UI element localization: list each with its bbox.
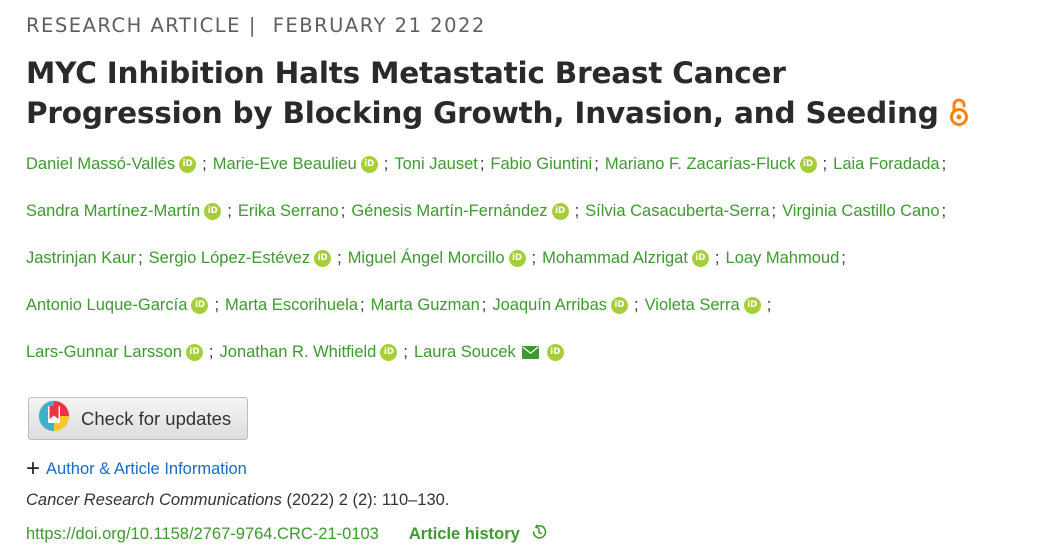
author-separator: ; (634, 296, 639, 314)
article-type: RESEARCH ARTICLE (26, 14, 241, 37)
citation: Cancer Research Communications (2022) 2 … (26, 491, 449, 510)
author-separator: ; (227, 202, 232, 220)
kicker-separator: | (248, 14, 257, 37)
author-name[interactable]: Sandra Martínez-Martín (26, 202, 201, 220)
author-separator: ; (594, 155, 599, 173)
author-line: Jastrinjan Kaur; Sergio López-Estévez iD; M… (26, 249, 1046, 296)
article-kicker: RESEARCH ARTICLE | FEBRUARY 21 2022 (26, 14, 486, 37)
author-line: Lars-Gunnar Larsson iD; Jonathan R. Whitfi… (26, 343, 1046, 390)
orcid-icon[interactable]: iD (360, 156, 378, 173)
author-name[interactable]: Jastrinjan Kaur (26, 249, 137, 267)
orcid-icon[interactable]: iD (546, 344, 564, 361)
author-separator: ; (138, 249, 143, 267)
author-name[interactable]: Mohammad Alzrigat (542, 249, 688, 267)
author-name[interactable]: Daniel Massó-Vallés (26, 155, 176, 173)
author-separator: ; (208, 343, 214, 361)
journal-name: Cancer Research Communications (26, 491, 282, 509)
author-name[interactable]: Mariano F. Zacarías-Fluck (604, 155, 796, 173)
author-name[interactable]: Sergio López-Estévez (148, 249, 311, 267)
orcid-icon[interactable]: iD (191, 297, 209, 314)
author-separator: ; (383, 155, 389, 173)
author-separator: ; (214, 296, 220, 314)
author-name[interactable]: Fabio Giuntini (490, 155, 593, 173)
author-separator: ; (941, 202, 947, 220)
author-separator: ; (771, 202, 777, 220)
orcid-icon[interactable]: iD (551, 203, 569, 220)
author-line: Antonio Luque-García iD; Marta Escorihuela… (26, 296, 1046, 343)
author-separator: ; (766, 296, 772, 314)
author-name[interactable]: Lars-Gunnar Larsson (26, 343, 182, 361)
orcid-icon[interactable]: iD (799, 156, 817, 173)
author-article-info-toggle[interactable]: + Author & Article Information (26, 455, 247, 482)
author-separator: ; (531, 249, 537, 267)
author-separator: ; (479, 155, 485, 173)
author-name[interactable]: Toni Jauset (394, 155, 478, 173)
author-separator: ; (340, 202, 346, 220)
author-article-info-link[interactable]: Author & Article Information (46, 459, 247, 478)
author-separator: ; (202, 155, 207, 173)
author-separator: ; (714, 249, 720, 267)
orcid-icon[interactable]: iD (185, 344, 203, 361)
author-name[interactable]: Jonathan R. Whitfield (219, 343, 377, 361)
orcid-icon[interactable]: iD (314, 250, 332, 267)
orcid-icon[interactable]: iD (743, 297, 761, 314)
orcid-icon[interactable]: iD (691, 250, 709, 267)
author-name[interactable]: Joaquín Arribas (492, 296, 607, 314)
author-separator: ; (337, 249, 342, 267)
orcid-icon[interactable]: iD (611, 297, 628, 314)
author-name[interactable]: Laura Soucek (413, 343, 516, 361)
author-separator: ; (403, 343, 408, 361)
author-name[interactable]: Erika Serrano (237, 202, 339, 220)
article-history-link[interactable]: Article history (408, 525, 520, 543)
author-name[interactable]: Loay Mahmoud (725, 249, 840, 267)
plus-icon: + (26, 455, 41, 482)
author-name[interactable]: Génesis Martín-Fernández (351, 202, 548, 220)
author-name[interactable]: Antonio Luque-García (26, 296, 188, 314)
author-name[interactable]: Sílvia Casacuberta-Serra (585, 202, 770, 220)
check-for-updates-button[interactable]: Check for updates (28, 397, 248, 440)
open-access-lock-icon (949, 97, 969, 137)
author-name[interactable]: Marta Escorihuela (225, 296, 359, 314)
title-line-1: MYC Inhibition Halts Metastatic Breast C… (26, 56, 786, 90)
author-name[interactable]: Marie-Eve Beaulieu (212, 155, 357, 173)
publication-date: FEBRUARY 21 2022 (272, 14, 486, 37)
doi-row: https://doi.org/10.1158/2767-9764.CRC-21… (26, 523, 548, 546)
author-name[interactable]: Violeta Serra (644, 296, 740, 314)
orcid-icon[interactable]: iD (179, 156, 197, 173)
author-name[interactable]: Laia Foradada (833, 155, 940, 173)
author-line: Daniel Massó-Vallés iD; Marie-Eve Beaulieu… (26, 155, 1046, 202)
crossmark-icon (37, 399, 71, 438)
author-separator: ; (822, 155, 828, 173)
email-icon[interactable] (521, 345, 539, 364)
doi-link[interactable]: https://doi.org/10.1158/2767-9764.CRC-21… (26, 525, 379, 543)
author-separator: ; (841, 249, 846, 267)
author-separator: ; (360, 296, 365, 314)
orcid-icon[interactable]: iD (204, 203, 222, 220)
orcid-icon[interactable]: iD (380, 344, 398, 361)
article-title: MYC Inhibition Halts Metastatic Breast C… (26, 53, 1041, 137)
history-clock-icon[interactable] (530, 523, 548, 546)
author-line: Sandra Martínez-Martín iD; Erika Serrano; G… (26, 202, 1046, 249)
author-name[interactable]: Marta Guzman (370, 296, 480, 314)
orcid-icon[interactable]: iD (508, 250, 526, 267)
author-separator: ; (481, 296, 487, 314)
author-separator: ; (941, 155, 947, 173)
author-name[interactable]: Miguel Ángel Morcillo (347, 249, 505, 267)
title-line-2: Progression by Blocking Growth, Invasion… (26, 96, 939, 130)
citation-details: (2022) 2 (2): 110–130. (281, 491, 450, 509)
check-for-updates-label: Check for updates (81, 407, 232, 429)
author-separator: ; (574, 202, 580, 220)
author-name[interactable]: Virginia Castillo Cano (782, 202, 940, 220)
author-list: Daniel Massó-Vallés iD; Marie-Eve Beaulieu… (26, 155, 1046, 390)
